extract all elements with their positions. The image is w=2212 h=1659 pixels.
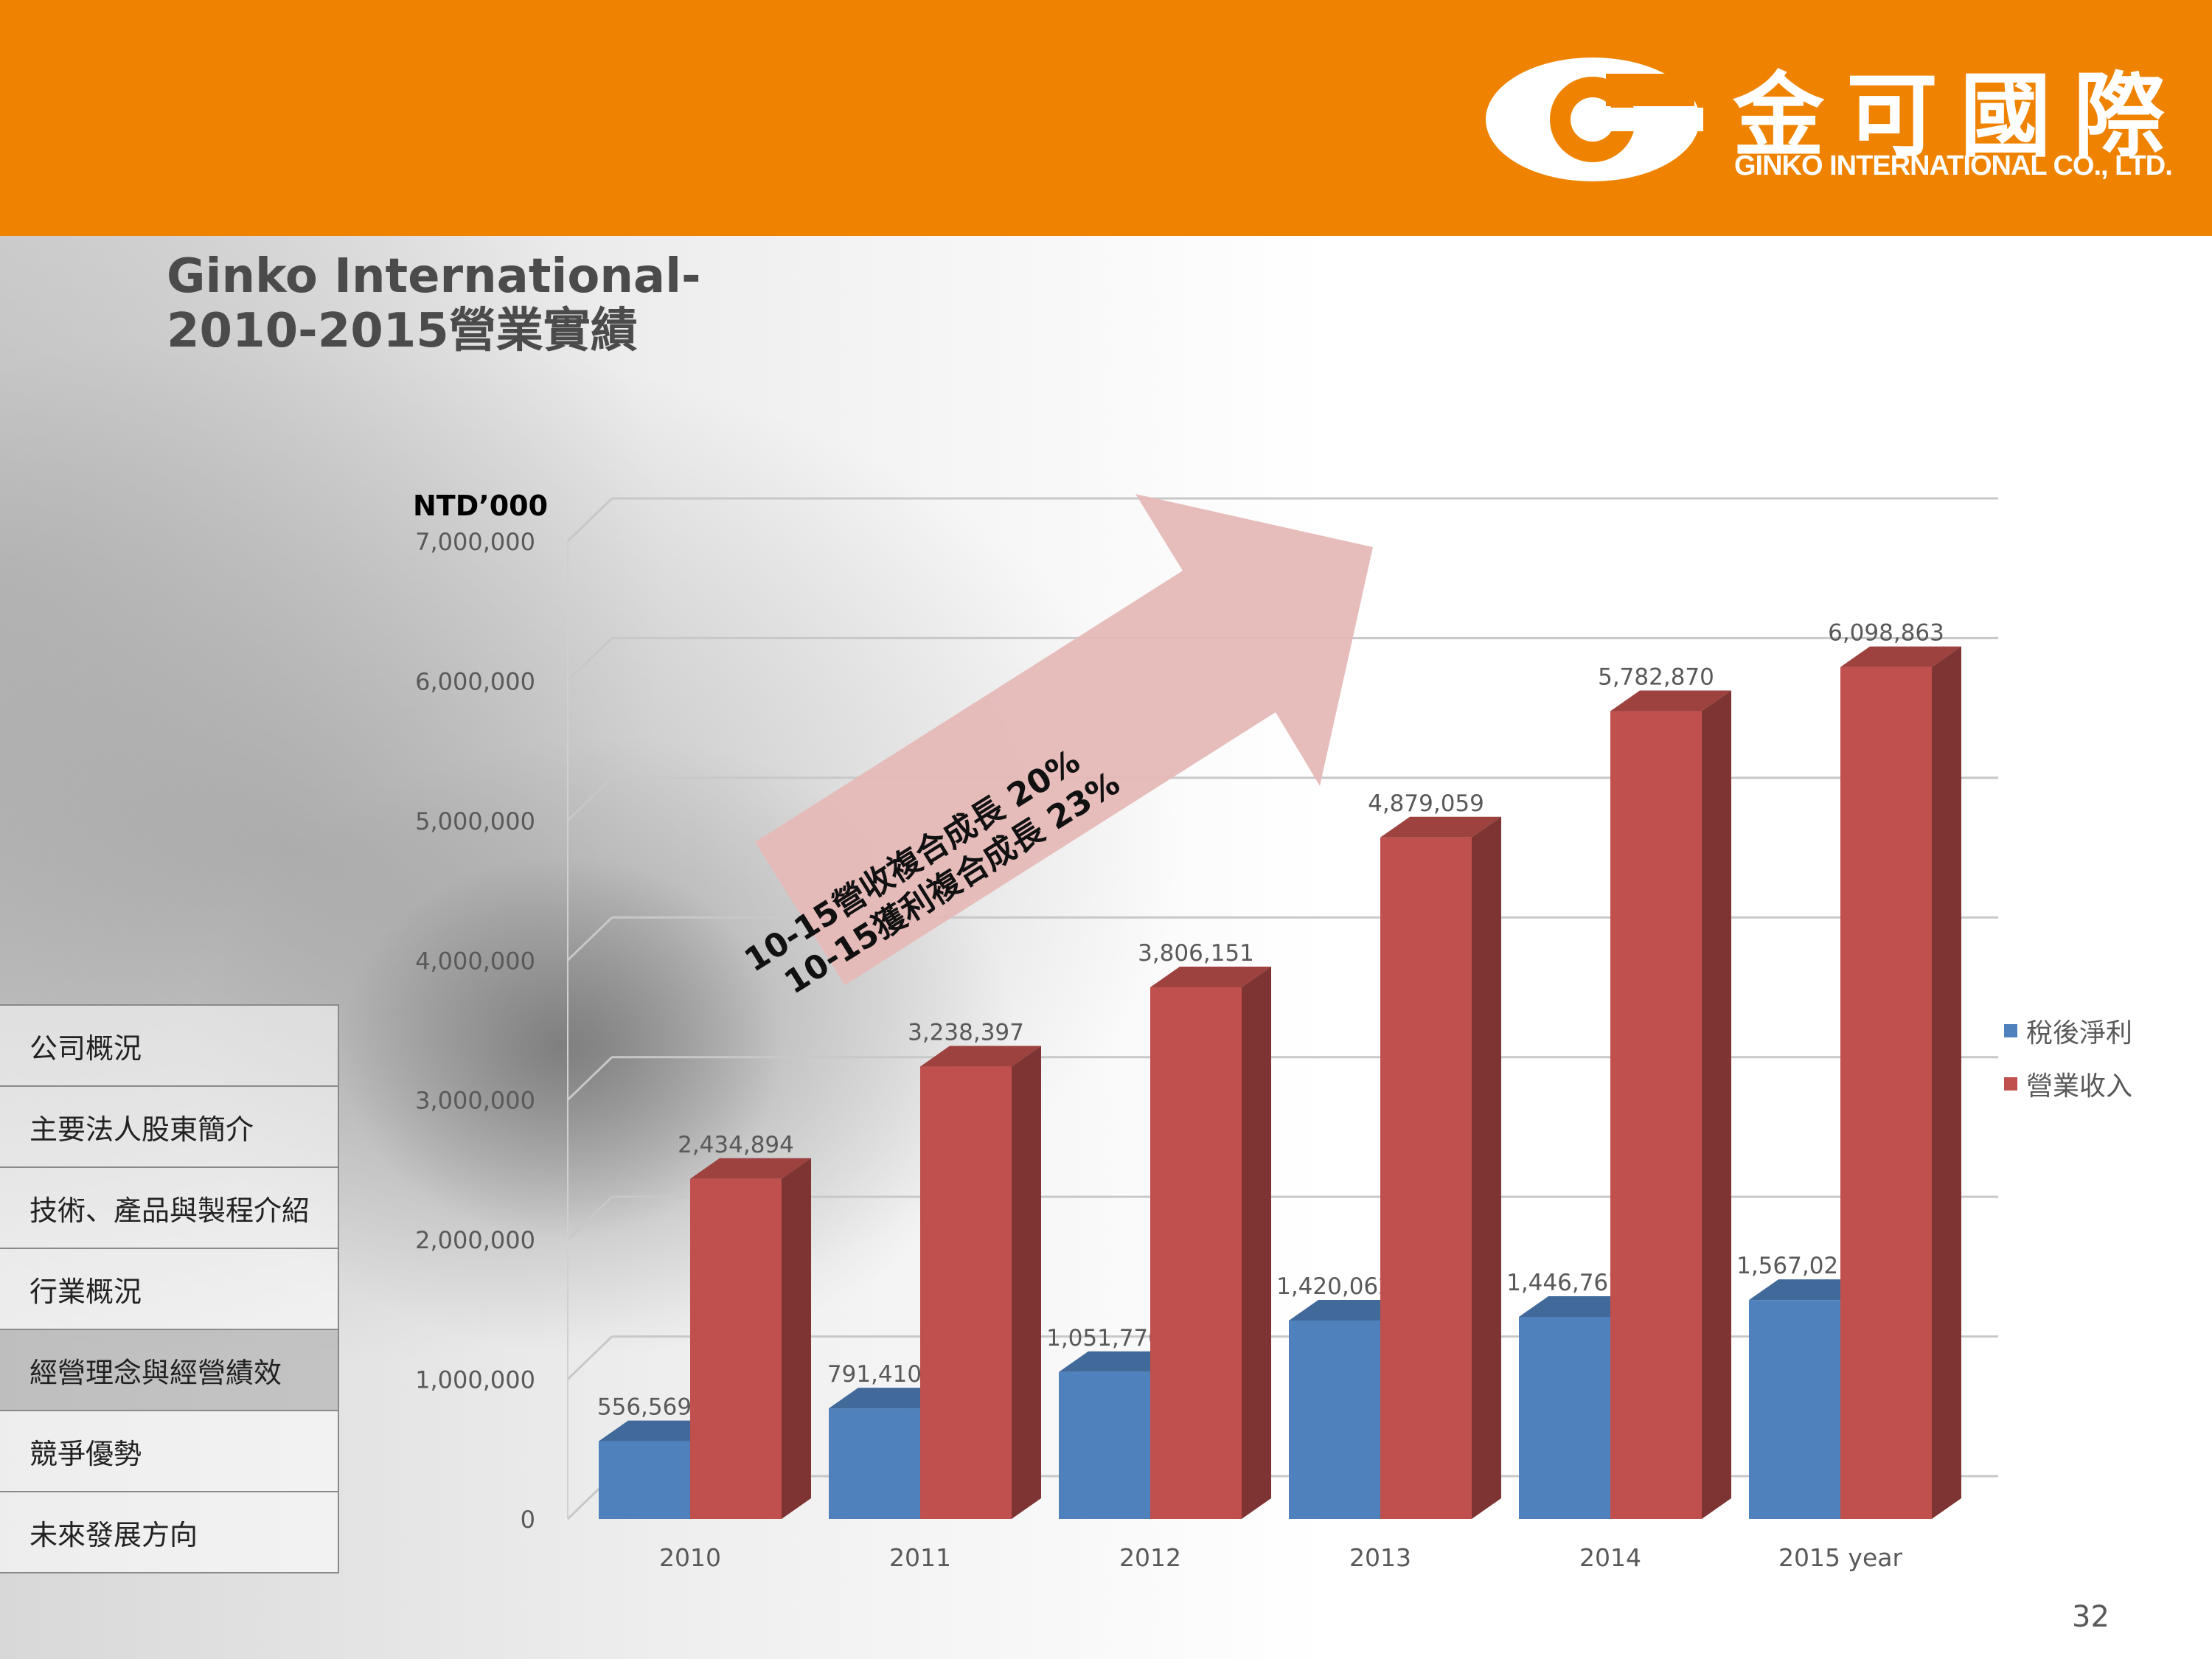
nav-item[interactable]: 競爭優勢 (0, 1411, 339, 1492)
nav-item[interactable]: 行業概況 (0, 1249, 339, 1330)
legend-swatch (2004, 1077, 2017, 1091)
gridline-depth (566, 917, 613, 961)
bar-face (1380, 837, 1472, 1519)
data-label: 4,879,059 (1368, 790, 1484, 817)
gridline-depth (566, 497, 613, 543)
data-label: 556,569 (597, 1394, 692, 1421)
x-tick-label: 2012 (1119, 1543, 1181, 1572)
logo-chinese-name: 金可國際 (1733, 63, 2188, 170)
legend-label: 稅後淨利 (2026, 1018, 2133, 1048)
legend-item: 營業收入 (2004, 1057, 2132, 1110)
bar-side (1702, 690, 1731, 1519)
bar-top (1059, 1351, 1180, 1372)
gridline-depth (566, 1196, 613, 1241)
y-tick-label: 2,000,000 (415, 1226, 535, 1254)
y-tick-label: 5,000,000 (415, 807, 535, 835)
bar-top (599, 1420, 720, 1441)
x-tick-label: 2015 year (1778, 1543, 1903, 1572)
bar-face (1749, 1300, 1840, 1519)
y-tick-label: 1,000,000 (415, 1366, 535, 1394)
bar-side (1472, 816, 1501, 1519)
bar-side (1932, 646, 1961, 1519)
y-tick-label: 3,000,000 (415, 1087, 535, 1115)
data-label: 1,446,767 (1506, 1270, 1623, 1296)
bar-revenue (1610, 690, 1731, 1519)
bar-revenue (920, 1046, 1041, 1519)
bar-top (690, 1158, 811, 1179)
bar-face (599, 1441, 690, 1519)
ginko-logo-icon (1486, 58, 1703, 181)
bar-top (1610, 690, 1731, 712)
legend-swatch (2004, 1024, 2017, 1037)
slide-title-line1: Ginko International- (167, 249, 701, 304)
y-tick-label: 7,000,000 (415, 528, 535, 556)
gridline-depth (566, 1056, 613, 1101)
bar-face (1150, 987, 1242, 1519)
slide-title: Ginko International- 2010-2015營業實績 (167, 249, 701, 358)
bar-top (1150, 967, 1271, 988)
bar-top (1380, 816, 1501, 838)
logo-english-name: GINKO INTERNATIONAL CO., LTD. (1734, 150, 2173, 181)
y-tick-label: 0 (521, 1506, 535, 1534)
bar-face (1610, 711, 1702, 1519)
bar-face (690, 1178, 782, 1519)
page-number: 32 (2072, 1600, 2110, 1634)
header-bar: 金可國際 GINKO INTERNATIONAL CO., LTD. (0, 0, 2212, 236)
data-label: 5,782,870 (1598, 664, 1714, 691)
bar-top (829, 1388, 950, 1409)
nav-item[interactable]: 技術、產品與製程介紹 (0, 1168, 339, 1249)
chart-legend: 稅後淨利 營業收入 (2004, 1004, 2132, 1110)
bar-top (1289, 1299, 1410, 1321)
data-label: 1,420,062 (1276, 1273, 1393, 1300)
data-label: 2,434,894 (678, 1132, 794, 1158)
bar-face (1289, 1320, 1380, 1519)
x-tick-label: 2010 (659, 1543, 721, 1572)
bar-side (782, 1158, 811, 1519)
nav-item[interactable]: 經營理念與經營績效 (0, 1330, 339, 1411)
x-tick-label: 2013 (1349, 1543, 1411, 1572)
bar-top (1749, 1279, 1870, 1301)
bar-revenue (1840, 646, 1961, 1519)
data-label: 3,806,151 (1138, 940, 1254, 967)
x-tick-label: 2011 (889, 1543, 951, 1572)
bar-revenue (690, 1158, 811, 1519)
bar-face (920, 1066, 1012, 1519)
bar-face (1519, 1316, 1610, 1519)
nav-item[interactable]: 主要法人股東簡介 (0, 1087, 339, 1168)
bar-side (1012, 1046, 1041, 1519)
bar-top (920, 1046, 1041, 1067)
legend-item: 稅後淨利 (2004, 1004, 2132, 1057)
y-tick-label: 6,000,000 (415, 667, 535, 695)
nav-item[interactable]: 未來發展方向 (0, 1492, 339, 1573)
chart-unit-label: NTD’000 (413, 490, 549, 522)
bar-face (1059, 1371, 1150, 1519)
growth-arrow (755, 494, 1373, 985)
bar-top (1519, 1295, 1640, 1317)
bar-revenue (1150, 967, 1271, 1519)
bar-revenue (1380, 816, 1501, 1519)
y-tick-label: 4,000,000 (415, 947, 535, 975)
gridline-depth (566, 1335, 613, 1380)
slide-title-line2: 2010-2015營業實績 (167, 304, 638, 358)
section-nav: 公司概況 主要法人股東簡介 技術、產品與製程介紹 行業概況 經營理念與經營績效 競爭優勢未… (0, 1004, 339, 1573)
data-label: 1,051,770 (1046, 1325, 1163, 1352)
legend-label: 營業收入 (2026, 1071, 2133, 1102)
x-tick-label: 2014 (1579, 1543, 1641, 1572)
data-label: 3,238,397 (908, 1020, 1024, 1046)
gridline-depth (566, 637, 613, 682)
bar-face (1840, 667, 1932, 1519)
nav-item[interactable]: 公司概況 (0, 1006, 339, 1087)
bar-top (1840, 646, 1961, 667)
gridline-depth (566, 776, 613, 821)
data-label: 6,098,863 (1828, 620, 1944, 647)
data-label: 1,567,021 (1736, 1253, 1853, 1279)
data-label: 791,410 (827, 1361, 922, 1388)
bar-side (1242, 967, 1271, 1519)
bar-face (829, 1408, 920, 1519)
